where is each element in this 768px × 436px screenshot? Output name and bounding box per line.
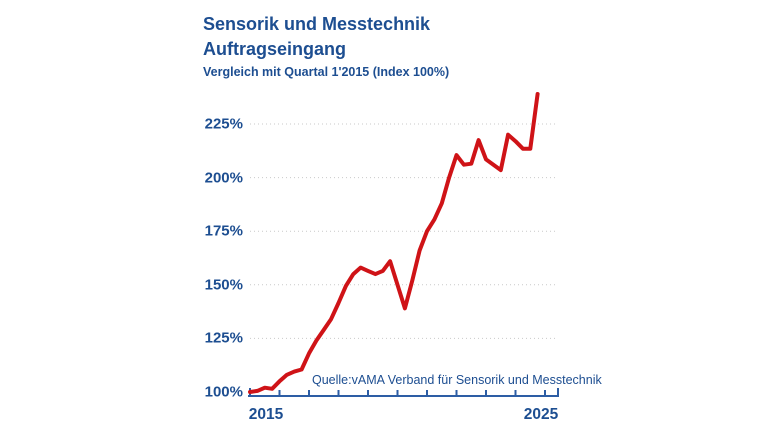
y-axis-label-175: 175% — [204, 222, 243, 240]
y-axis-label-200: 200% — [204, 169, 243, 187]
y-axis-label-225: 225% — [204, 115, 243, 133]
source-note: Quelle:vAMA Verband für Sensorik und Mes… — [312, 373, 602, 387]
chart-title-line1: Sensorik und Messtechnik — [203, 14, 431, 34]
chart-header: Sensorik und Messtechnik Auftragseingang… — [203, 12, 449, 80]
chart-subtitle: Vergleich mit Quartal 1'2015 (Index 100%… — [203, 65, 450, 79]
x-axis-label-2025: 2025 — [523, 406, 559, 423]
y-axis-label-150: 150% — [204, 276, 243, 294]
chart-title-line2: Auftragseingang — [203, 39, 347, 59]
data-line-auftragseingang — [248, 92, 540, 394]
x-axis-label-2015: 2015 — [248, 406, 284, 423]
y-axis-label-125: 125% — [204, 329, 243, 347]
y-axis-label-100: 100% — [204, 383, 243, 401]
